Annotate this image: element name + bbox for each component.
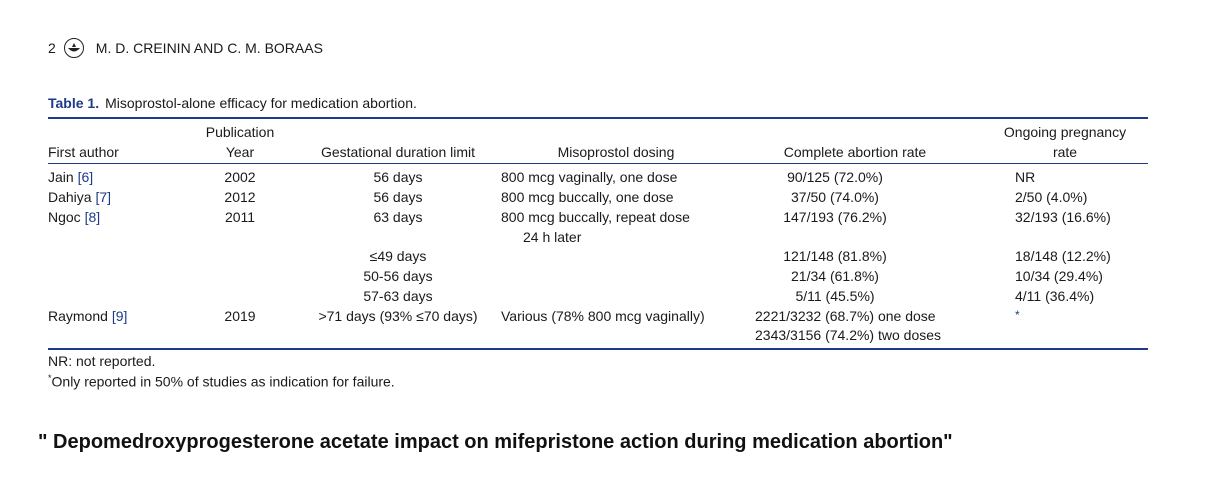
header-publication: Publication — [205, 124, 275, 140]
citation-link[interactable]: [8] — [84, 209, 101, 225]
banner-title: " Depomedroxyprogesterone acetate impact… — [38, 431, 953, 453]
row-ongoing: 10/34 (29.4%) — [1015, 268, 1103, 284]
row-gestation: 63 days — [373, 209, 423, 225]
row-year: 2012 — [224, 189, 256, 205]
row-gestation: 50-56 days — [363, 268, 433, 284]
row-complete: 90/125 (72.0%) — [787, 169, 883, 185]
table-top-rule — [48, 117, 1148, 119]
table-label: Table 1. — [48, 95, 100, 111]
row-author: Raymond [9] — [48, 308, 128, 324]
row-gestation: ≤49 days — [369, 248, 427, 264]
row-dosing: 800 mcg buccally, repeat dose — [501, 209, 690, 225]
row-dosing: 800 mcg buccally, one dose — [501, 189, 674, 205]
table-caption: Table 1. Misoprostol-alone efficacy for m… — [48, 95, 417, 111]
row-complete: 121/148 (81.8%) — [783, 248, 887, 264]
citation-link[interactable]: [6] — [77, 169, 94, 185]
running-head-authors: M. D. CREININ AND C. M. BORAAS — [95, 40, 323, 56]
row-complete: 147/193 (76.2%) — [783, 209, 887, 225]
row-year: 2019 — [224, 308, 256, 324]
row-dosing: Various (78% 800 mcg vaginally) — [501, 308, 705, 324]
footnote-marker[interactable]: * — [1015, 308, 1020, 322]
row-complete: 37/50 (74.0%) — [791, 189, 879, 205]
row-author: Jain [6] — [48, 169, 94, 185]
header-ongoing-rate: rate — [1052, 144, 1078, 160]
header-first-author: First author — [48, 144, 119, 160]
row-complete-continued: 2343/3156 (74.2%) two doses — [755, 327, 942, 343]
citation-link[interactable]: [9] — [111, 308, 128, 324]
row-gestation: 56 days — [373, 189, 423, 205]
citation-link[interactable]: [7] — [95, 189, 112, 205]
publisher-logo-icon — [63, 38, 84, 58]
page-number: 2 — [48, 40, 56, 56]
table-header-rule — [48, 163, 1148, 164]
row-gestation: >71 days (93% ≤70 days) — [318, 308, 478, 324]
row-dosing-continued: 24 h later — [523, 229, 582, 245]
row-year: 2002 — [224, 169, 256, 185]
row-complete: 5/11 (45.5%) — [795, 288, 875, 304]
row-ongoing: 18/148 (12.2%) — [1015, 248, 1111, 264]
header-complete: Complete abortion rate — [783, 144, 927, 160]
row-gestation: 56 days — [373, 169, 423, 185]
table-caption-text: Misoprostol-alone efficacy for medicatio… — [105, 95, 417, 111]
header-ongoing: Ongoing pregnancy — [1003, 124, 1127, 140]
row-gestation: 57-63 days — [363, 288, 433, 304]
table-bottom-rule — [48, 348, 1148, 350]
row-author: Dahiya [7] — [48, 189, 112, 205]
row-ongoing: 32/193 (16.6%) — [1015, 209, 1111, 225]
running-head: 2 M. D. CREININ AND C. M. BORAAS — [48, 38, 323, 58]
row-ongoing: 4/11 (36.4%) — [1015, 288, 1095, 304]
footnote-nr: NR: not reported. — [48, 353, 156, 369]
row-complete: 2221/3232 (68.7%) one dose — [755, 308, 936, 324]
footnote-star: *Only reported in 50% of studies as indi… — [48, 373, 395, 390]
header-dosing: Misoprostol dosing — [557, 144, 675, 160]
row-author: Ngoc [8] — [48, 209, 101, 225]
footnote-star-text: Only reported in 50% of studies as indic… — [51, 373, 395, 390]
footnote-star-mark: * — [48, 373, 52, 383]
row-ongoing: 2/50 (4.0%) — [1015, 189, 1088, 205]
row-dosing: 800 mcg vaginally, one dose — [501, 169, 678, 185]
row-ongoing: NR — [1015, 169, 1036, 185]
row-year: 2011 — [224, 209, 256, 225]
row-complete: 21/34 (61.8%) — [791, 268, 879, 284]
header-gestational: Gestational duration limit — [320, 144, 476, 160]
header-year: Year — [225, 144, 255, 160]
